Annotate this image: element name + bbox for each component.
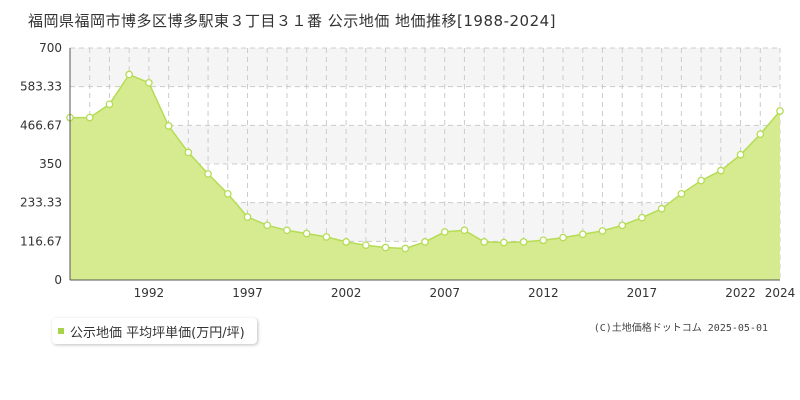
y-tick-label: 583.33 <box>20 80 62 94</box>
data-point <box>677 189 686 198</box>
data-point <box>401 244 410 253</box>
y-tick-label: 350 <box>39 157 62 171</box>
data-point <box>85 113 94 122</box>
data-point <box>559 233 567 242</box>
data-point <box>204 170 212 178</box>
data-point <box>578 230 587 239</box>
x-tick-label: 2002 <box>331 286 362 300</box>
data-point <box>618 221 627 230</box>
data-point <box>125 70 134 79</box>
y-tick-label: 233.33 <box>20 196 62 210</box>
series-area <box>70 74 780 280</box>
data-point <box>361 241 370 250</box>
data-point <box>223 189 232 198</box>
data-point <box>697 176 705 185</box>
data-point <box>342 238 350 246</box>
legend-swatch <box>58 328 64 334</box>
legend-label: 公示地価 平均坪単価(万円/坪) <box>70 325 245 341</box>
data-point <box>756 130 765 139</box>
legend: 公示地価 平均坪単価(万円/坪) <box>52 318 257 344</box>
data-point <box>519 238 528 246</box>
data-point <box>598 227 607 235</box>
data-point <box>302 229 311 238</box>
x-tick-label: 1992 <box>134 286 165 300</box>
data-point <box>480 238 489 246</box>
data-point <box>145 78 153 87</box>
data-point <box>381 243 390 252</box>
data-point <box>657 204 666 213</box>
data-point <box>460 226 469 235</box>
x-axis-ticks: 1992 1997 2002 2007 2012 2017 2022 2024 <box>134 286 796 300</box>
data-point <box>164 122 173 130</box>
x-tick-label: 2012 <box>528 286 559 300</box>
data-markers <box>66 70 784 253</box>
x-tick-label: 1997 <box>232 286 263 300</box>
data-point <box>105 100 114 109</box>
data-point <box>322 233 331 241</box>
data-point <box>539 236 548 245</box>
x-tick-label: 2022 <box>725 286 756 300</box>
x-tick-label: 2017 <box>627 286 658 300</box>
data-point <box>716 166 725 175</box>
data-point <box>421 238 429 246</box>
data-point <box>243 213 252 221</box>
y-tick-label: 116.67 <box>20 234 62 248</box>
y-tick-label: 466.67 <box>20 118 62 132</box>
data-point <box>184 148 193 157</box>
x-tick-label: 2024 <box>765 286 796 300</box>
data-point <box>776 107 784 115</box>
data-point <box>263 221 272 230</box>
credit-text: (C)土地価格ドットコム 2025-05-01 <box>593 323 768 334</box>
data-point <box>736 150 745 159</box>
data-point <box>283 226 291 235</box>
data-point <box>500 238 508 247</box>
chart-title: 福岡県福岡市博多区博多駅東３丁目３１番 公示地価 地価推移[1988-2024] <box>28 12 557 30</box>
x-tick-label: 2007 <box>429 286 460 300</box>
data-point <box>440 228 449 236</box>
y-axis-ticks: 0 116.67 233.33 350 466.67 583.33 700 <box>20 41 62 287</box>
y-tick-label: 0 <box>54 273 62 287</box>
y-tick-label: 700 <box>39 41 62 55</box>
data-point <box>638 213 646 222</box>
